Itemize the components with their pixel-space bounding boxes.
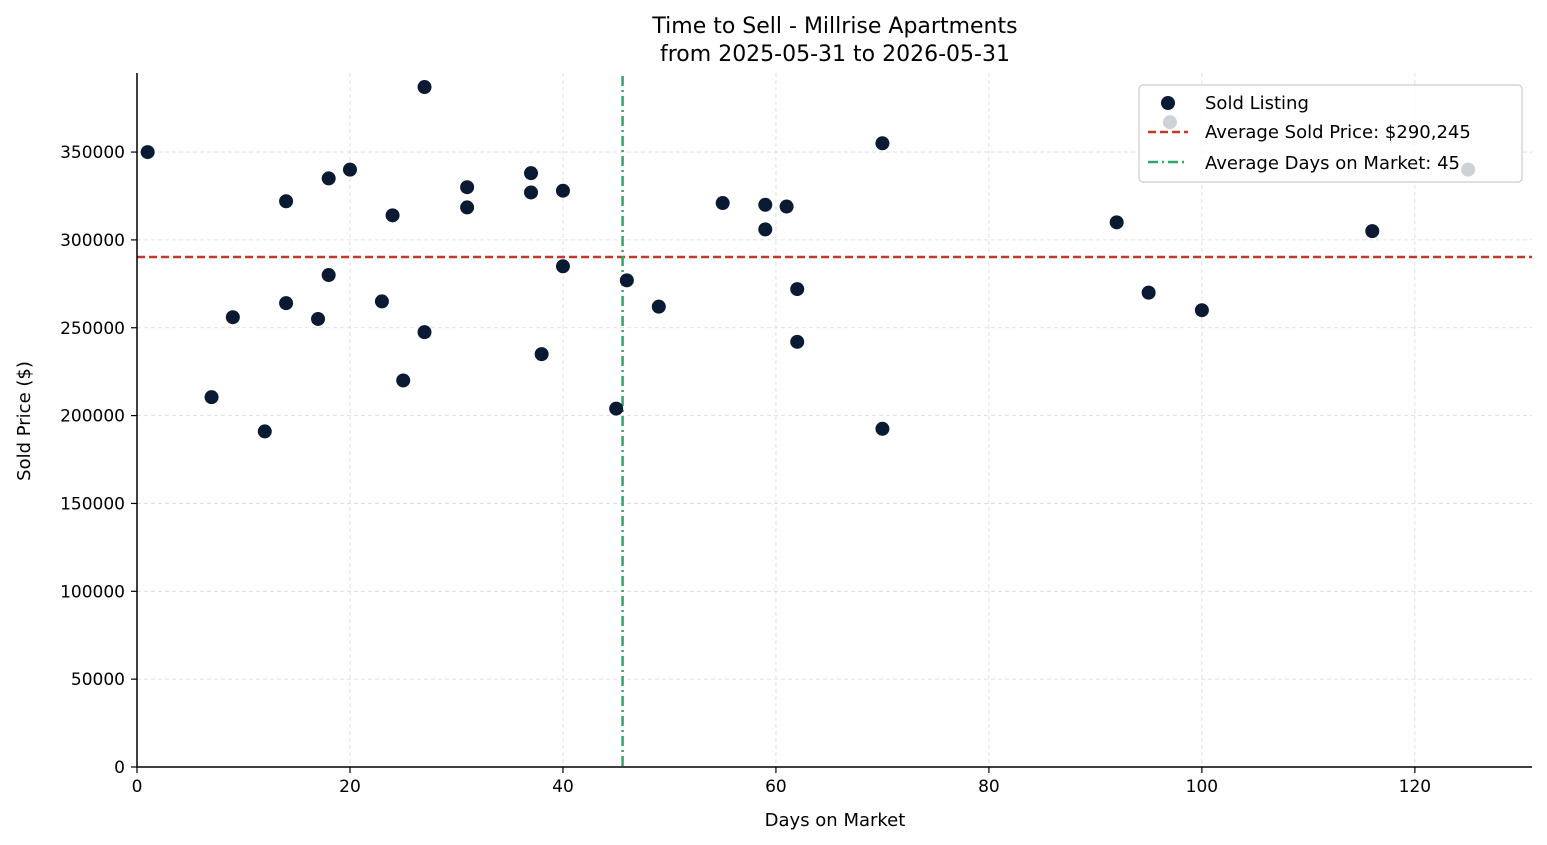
data-point (321, 268, 336, 283)
data-point (204, 390, 219, 405)
data-point (1194, 303, 1209, 318)
x-tick-label: 80 (978, 777, 1000, 797)
legend-box (1138, 84, 1523, 183)
data-point (225, 310, 240, 325)
data-point (715, 196, 730, 211)
y-tick-label: 300000 (60, 231, 125, 251)
y-tick-label: 150000 (60, 494, 125, 514)
data-point (1365, 224, 1380, 239)
data-point (460, 180, 475, 195)
data-point (619, 273, 634, 288)
reference-lines (137, 76, 1532, 767)
chart-subtitle: from 2025-05-31 to 2026-05-31 (660, 42, 1010, 67)
data-point (779, 199, 794, 214)
y-tick-label: 50000 (71, 670, 125, 690)
data-point (790, 334, 805, 349)
data-point (758, 197, 773, 212)
legend-label-points: Sold Listing (1205, 93, 1309, 114)
data-point (417, 80, 432, 95)
x-axis-label: Days on Market (765, 810, 906, 831)
y-tick-label: 200000 (60, 407, 125, 427)
data-point (321, 171, 336, 186)
x-tick-label: 40 (552, 777, 574, 797)
y-tick-label: 100000 (60, 582, 125, 602)
data-point (311, 311, 326, 326)
x-tick-label: 0 (132, 777, 143, 797)
data-point (524, 166, 539, 181)
data-point (417, 325, 432, 340)
chart-title: Time to Sell - Millrise Apartments (651, 14, 1017, 39)
data-point (396, 373, 411, 388)
data-point (534, 347, 549, 362)
data-point (257, 424, 272, 439)
data-point (875, 136, 890, 151)
data-point (790, 282, 805, 297)
data-point (555, 259, 570, 274)
data-point (342, 162, 357, 177)
data-point (374, 294, 389, 309)
data-point (1141, 285, 1156, 300)
legend-marker-points (1161, 96, 1175, 110)
data-point (651, 299, 666, 314)
data-point (385, 208, 400, 223)
y-tick-label: 250000 (60, 319, 125, 339)
y-tick-label: 350000 (60, 143, 125, 163)
x-tick-label: 20 (339, 777, 361, 797)
data-point (279, 296, 294, 311)
data-point (279, 194, 294, 209)
data-point (609, 401, 624, 416)
axis-ticks: 0 20 40 60 80 100 120 0 50000 100000 150000 200000 2… (60, 143, 1431, 797)
x-tick-label: 100 (1186, 777, 1218, 797)
data-point (1109, 215, 1124, 230)
data-point (875, 421, 890, 436)
data-point (758, 222, 773, 237)
data-point (140, 145, 155, 160)
legend-label-avg-price: Average Sold Price: $290,245 (1205, 122, 1471, 143)
x-tick-label: 120 (1399, 777, 1431, 797)
data-point (555, 183, 570, 198)
data-point (460, 200, 475, 215)
legend-label-avg-days: Average Days on Market: 45 (1205, 153, 1460, 174)
data-point (524, 185, 539, 200)
legend: Sold Listing Average Sold Price: $290,24… (1138, 84, 1523, 183)
y-tick-label: 0 (114, 758, 125, 778)
x-tick-label: 60 (765, 777, 787, 797)
y-axis-label: Sold Price ($) (14, 361, 35, 481)
